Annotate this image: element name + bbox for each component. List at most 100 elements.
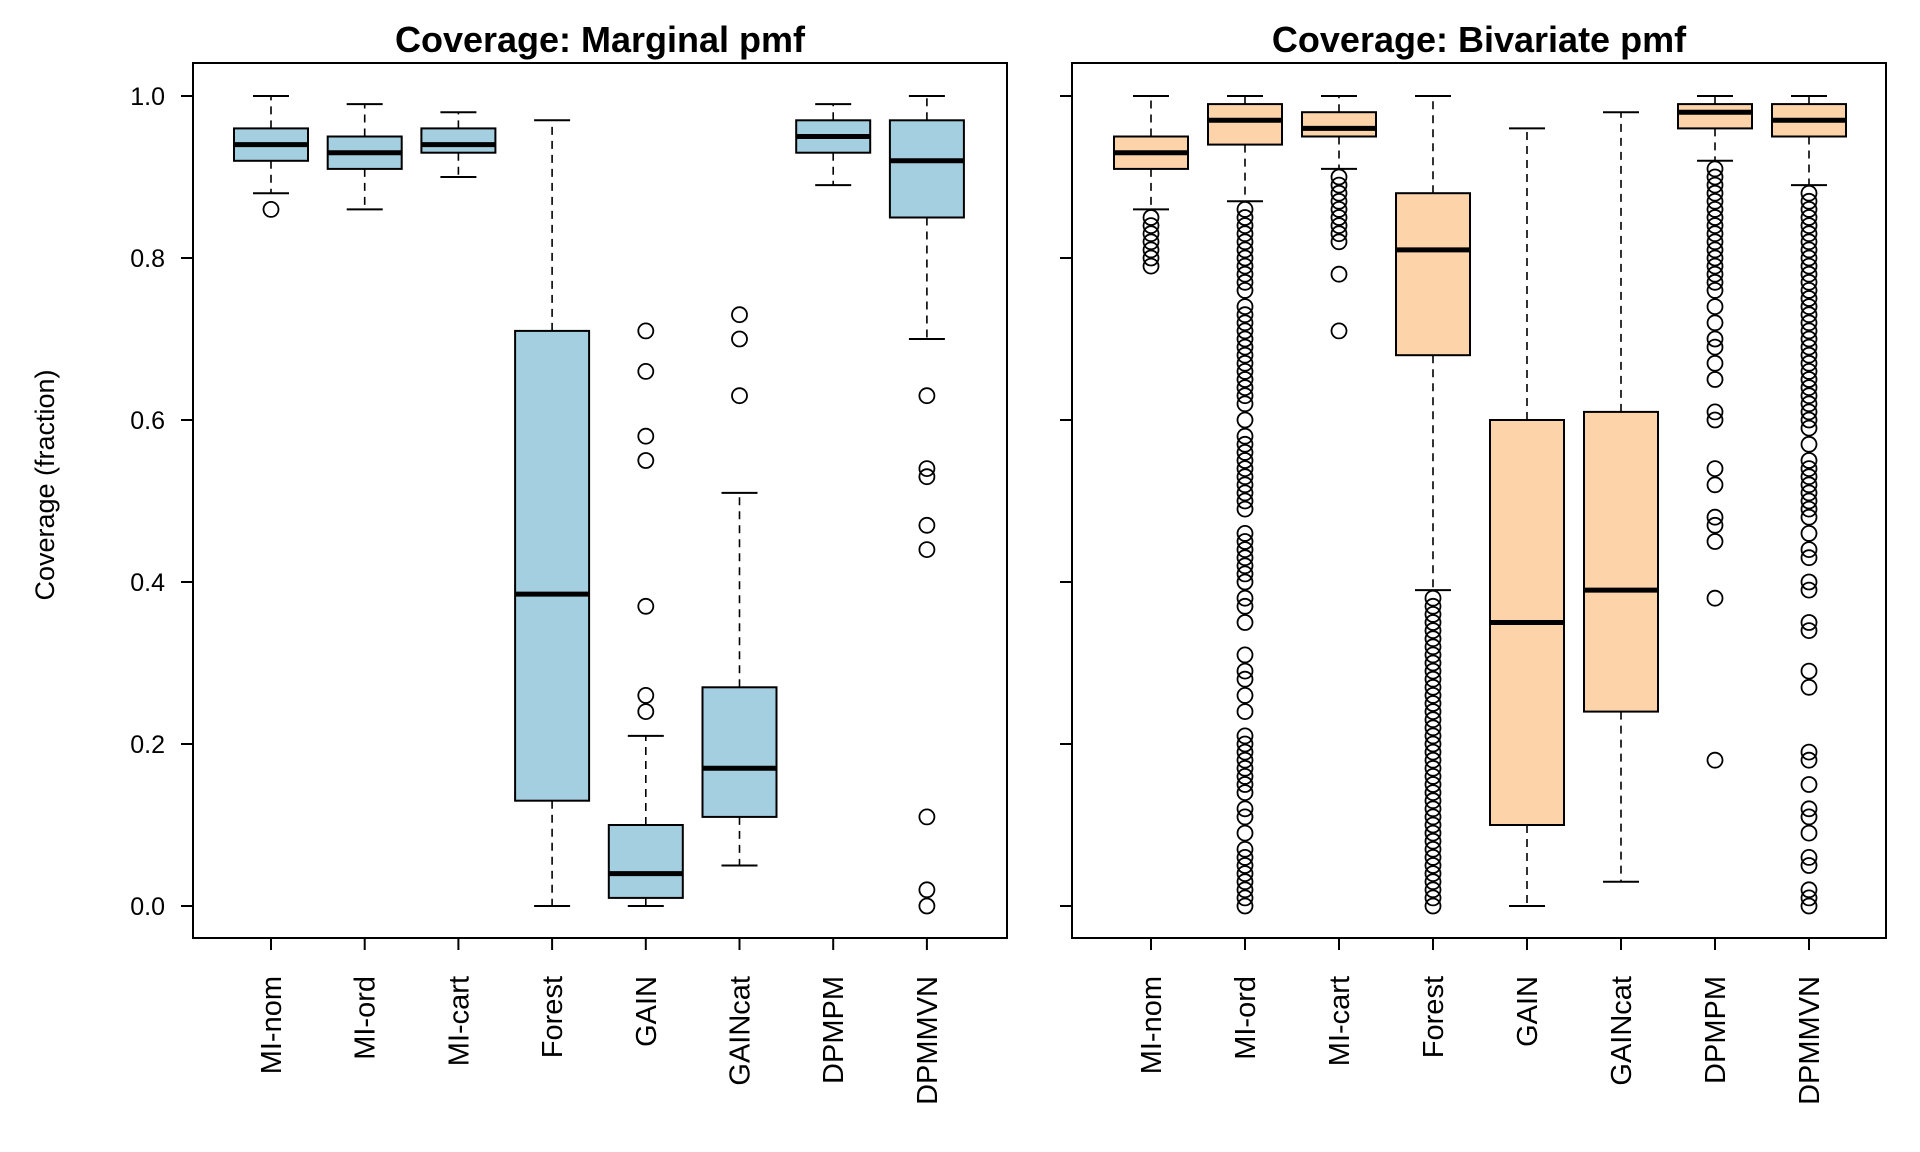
- outlier-point: [1800, 581, 1818, 599]
- outlier-point: [1236, 225, 1254, 243]
- outlier-point: [1424, 897, 1442, 915]
- outlier-point: [1706, 314, 1724, 332]
- outlier-point: [1330, 176, 1348, 194]
- outlier-point: [1706, 184, 1724, 202]
- outlier-point: [1706, 241, 1724, 259]
- outlier-point: [1236, 427, 1254, 445]
- outlier-point: [1800, 217, 1818, 235]
- outlier-point: [1236, 800, 1254, 818]
- box-MI-cart: [1301, 95, 1377, 340]
- outlier-point: [1706, 249, 1724, 267]
- panel-2: Coverage: Bivariate pmf MI-nom MI-ord MI-ca…: [1060, 19, 1887, 1105]
- outlier-point: [1706, 403, 1724, 421]
- outlier-point: [1706, 273, 1724, 291]
- outlier-point: [1236, 395, 1254, 413]
- outlier-point: [1800, 192, 1818, 210]
- outlier-point: [637, 322, 655, 340]
- x-tick-label: MI-cart: [1324, 976, 1356, 1066]
- y-tick-label: 0.4: [130, 569, 165, 597]
- outlier-point: [1800, 330, 1818, 348]
- outlier-point: [1236, 727, 1254, 745]
- outlier-point: [1330, 168, 1348, 186]
- x-tick-label: GAINcat: [725, 976, 757, 1086]
- outlier-point: [1236, 703, 1254, 720]
- outlier-point: [1706, 460, 1724, 478]
- outlier-point: [1424, 776, 1442, 793]
- outlier-point: [1800, 889, 1818, 907]
- outlier-point: [1706, 330, 1724, 348]
- box-Forest: [514, 119, 591, 907]
- outlier-point: [1236, 200, 1254, 218]
- outlier-point: [1706, 371, 1724, 388]
- outlier-point: [1236, 743, 1254, 761]
- outlier-point: [1424, 719, 1442, 737]
- outlier-point: [918, 897, 936, 915]
- outlier-point: [1142, 217, 1160, 235]
- iqr-box: [1207, 103, 1283, 146]
- outlier-point: [1330, 233, 1348, 251]
- outlier-point: [1236, 573, 1254, 591]
- outlier-point: [1800, 452, 1818, 469]
- outlier-point: [1800, 500, 1818, 518]
- outlier-point: [1236, 759, 1254, 777]
- outlier-point: [1236, 330, 1254, 348]
- outlier-point: [1424, 768, 1442, 785]
- iqr-box: [701, 686, 778, 818]
- outlier-point: [1800, 897, 1818, 915]
- outlier-point: [637, 687, 655, 704]
- box-Forest: [1395, 95, 1471, 915]
- outlier-point: [1706, 168, 1724, 186]
- outlier-point: [1236, 314, 1254, 332]
- outlier-point: [1236, 354, 1254, 372]
- outlier-point: [1800, 257, 1818, 275]
- outlier-point: [1424, 792, 1442, 810]
- outlier-point: [1236, 873, 1254, 891]
- outlier-point: [1800, 298, 1818, 316]
- outlier-point: [1236, 476, 1254, 494]
- outlier-point: [731, 330, 748, 348]
- outlier-point: [1236, 541, 1254, 558]
- outlier-point: [1236, 492, 1254, 510]
- outlier-point: [1424, 703, 1442, 720]
- outlier-point: [1424, 589, 1442, 607]
- outlier-point: [1236, 687, 1254, 704]
- outlier-point: [1800, 808, 1818, 826]
- outlier-point: [1800, 492, 1818, 510]
- outlier-point: [1800, 824, 1818, 842]
- outlier-point: [1706, 209, 1724, 226]
- outlier-point: [1236, 597, 1254, 615]
- outlier-point: [1424, 727, 1442, 745]
- outlier-point: [1236, 525, 1254, 542]
- outlier-point: [1706, 160, 1724, 178]
- iqr-box: [1301, 111, 1377, 138]
- outlier-point: [1800, 290, 1818, 307]
- outlier-point: [1330, 322, 1348, 340]
- outlier-point: [1330, 184, 1348, 202]
- outlier-point: [1236, 614, 1254, 631]
- iqr-box: [1395, 192, 1471, 357]
- outlier-point: [1236, 249, 1254, 267]
- outlier-point: [1800, 387, 1818, 405]
- outlier-point: [262, 200, 280, 218]
- outlier-point: [1330, 217, 1348, 235]
- outlier-point: [1236, 776, 1254, 793]
- outlier-point: [1424, 606, 1442, 623]
- outlier-point: [1236, 865, 1254, 882]
- outlier-point: [918, 541, 936, 558]
- outlier-point: [1800, 265, 1818, 283]
- outlier-point: [1330, 265, 1348, 283]
- outlier-point: [1706, 338, 1724, 356]
- outlier-point: [1706, 533, 1724, 550]
- outlier-point: [1236, 849, 1254, 866]
- iqr-box: [888, 119, 965, 219]
- outlier-point: [1706, 589, 1724, 607]
- iqr-box: [607, 824, 684, 899]
- outlier-point: [637, 597, 655, 615]
- y-tick-label: 0.6: [130, 407, 165, 435]
- outlier-point: [1424, 614, 1442, 631]
- outlier-point: [1236, 840, 1254, 858]
- outlier-point: [1706, 217, 1724, 235]
- box-GAIN: [607, 322, 684, 907]
